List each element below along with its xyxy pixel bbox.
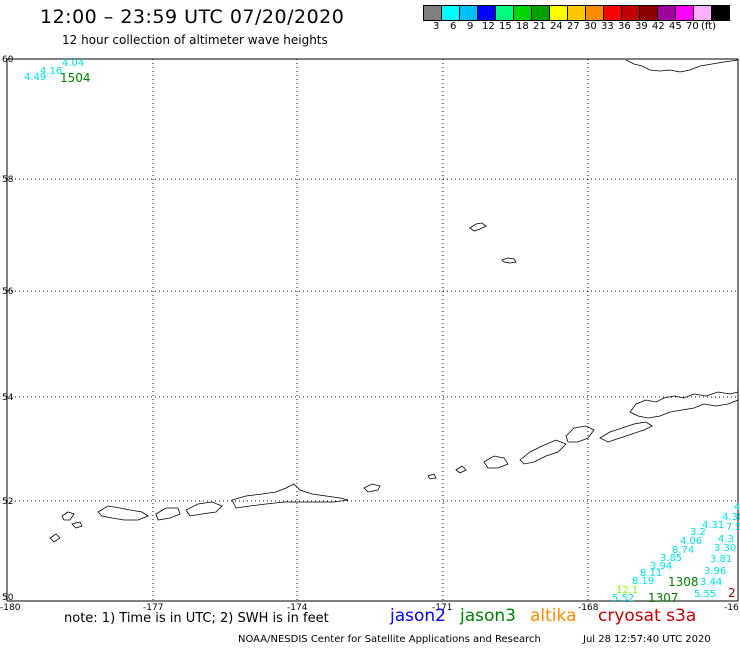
track-value-label: 8.11 xyxy=(640,568,662,579)
track-value-label: 4.16 xyxy=(40,66,62,77)
track-value-label: 12.1 xyxy=(616,585,638,596)
track-value-label: 4.38 xyxy=(722,512,740,523)
color-scale-label: 15 xyxy=(499,21,512,32)
color-scale-label: 27 xyxy=(567,21,580,32)
page-subtitle: 12 hour collection of altimeter wave hei… xyxy=(62,33,328,47)
track-value-label: 4.3 xyxy=(718,534,734,545)
island-unalaska xyxy=(599,421,653,443)
color-scale-label: 30 xyxy=(584,21,597,32)
track-value-label: 4.06 xyxy=(680,536,702,547)
island-agattu xyxy=(61,511,75,521)
credit-text: NOAA/NESDIS Center for Satellite Applica… xyxy=(238,634,541,645)
color-scale-label: 6 xyxy=(450,21,457,32)
lon-label-168: -168 xyxy=(578,603,599,613)
island-st-paul xyxy=(469,222,487,232)
track-value-label: 4.49 xyxy=(24,72,46,83)
color-scale-label: 39 xyxy=(635,21,648,32)
island-attu xyxy=(97,505,149,521)
color-scale-label: 42 xyxy=(652,21,665,32)
coastline-alaska-peninsula xyxy=(629,391,739,419)
color-scale-label: 21 xyxy=(533,21,546,32)
lat-label-60: 60 xyxy=(2,55,14,65)
island-small-2 xyxy=(71,521,83,529)
track-value-label: 3.94 xyxy=(650,561,672,572)
color-scale-label: 45 xyxy=(669,21,682,32)
lat-label-56: 56 xyxy=(2,287,14,297)
track-value-label: 3.85 xyxy=(660,553,682,564)
track-value-label: 8.74 xyxy=(672,545,694,556)
island-atka xyxy=(483,455,509,469)
page-title: 12:00 – 23:59 UTC 07/20/2020 xyxy=(40,6,345,28)
color-scale-label: 3 xyxy=(433,21,440,32)
lon-label-174: -174 xyxy=(287,603,308,613)
lat-label-52: 52 xyxy=(2,497,13,507)
color-scale-label: 24 xyxy=(550,21,563,32)
color-scale-label: 70 xyxy=(686,21,699,32)
satellite-legend-cryosat-s3a: cryosat s3a xyxy=(598,606,697,626)
lon-label-180: -180 xyxy=(0,603,21,613)
island-buldir xyxy=(155,507,181,521)
timestamp-text: Jul 28 12:57:40 UTC 2020 xyxy=(583,634,711,645)
coastline-mainland-north xyxy=(625,59,739,73)
lat-label-50: 50 xyxy=(2,593,14,603)
lon-label-177: -177 xyxy=(143,603,163,613)
satellite-legend-jason2: jason2 xyxy=(390,606,446,626)
track-value-label: 5.52 xyxy=(612,593,634,604)
island-small-1 xyxy=(427,473,437,480)
track-value-label: 3.44 xyxy=(700,577,722,588)
lat-label-54: 54 xyxy=(2,393,14,403)
track-value-label: 3.2 xyxy=(690,527,706,538)
satellite-legend-altika: altika xyxy=(530,606,577,626)
track-value-label: 3.30 xyxy=(714,543,736,554)
lat-label-58: 58 xyxy=(2,175,14,185)
lon-label-171: -171 xyxy=(432,603,452,613)
island-umnak xyxy=(565,425,595,443)
track-value-label: 1307 xyxy=(648,591,679,605)
coastlines xyxy=(49,59,739,543)
track-value-label: 4.31 xyxy=(702,520,724,531)
track-value-label: 1308 xyxy=(668,575,699,589)
color-scale-label: 33 xyxy=(601,21,614,32)
track-value-label: 7.5 xyxy=(726,522,740,533)
track-value-label: 1504 xyxy=(60,71,91,85)
wave-height-color-scale xyxy=(423,5,730,21)
color-scale-label: 36 xyxy=(618,21,631,32)
track-value-label: 2 xyxy=(728,586,736,600)
island-adak xyxy=(363,483,381,493)
island-st-george xyxy=(501,257,517,264)
track-value-label: 8.19 xyxy=(632,576,654,587)
lon-label-165: -16 xyxy=(724,603,739,613)
color-scale-label: 12 xyxy=(482,21,495,32)
island-rat-islands xyxy=(231,483,349,509)
color-scale-labels: 3 6 9 12 15 18 21 24 27 30 33 36 39 42 45 70 (ft) xyxy=(423,21,740,35)
track-value-label: 3.81 xyxy=(710,554,732,565)
island-islands-of-four-mountains xyxy=(519,439,567,465)
track-value-label: 3.96 xyxy=(704,566,726,577)
track-value-label: 4.04 xyxy=(62,58,84,69)
track-value-label: 5.55 xyxy=(694,589,716,600)
footnote: note: 1) Time is in UTC; 2) SWH is in fe… xyxy=(64,611,329,626)
color-scale-label: (ft) xyxy=(701,21,717,32)
color-scale-label: 18 xyxy=(516,21,529,32)
island-amlia xyxy=(455,465,467,474)
satellite-legend-jason3: jason3 xyxy=(460,606,516,626)
island-semichi xyxy=(49,533,61,543)
island-kiska xyxy=(185,501,223,517)
track-values: 4.044.164.49 1504 4.84.384.317.5 3.2 4.3 4.06… xyxy=(24,58,740,605)
lon-gridlines xyxy=(152,59,589,601)
track-value-label: 4.8 xyxy=(734,502,740,513)
lat-gridlines xyxy=(7,178,738,502)
map-frame xyxy=(6,58,739,602)
color-scale-label: 9 xyxy=(467,21,474,32)
color-swatch xyxy=(711,5,730,21)
